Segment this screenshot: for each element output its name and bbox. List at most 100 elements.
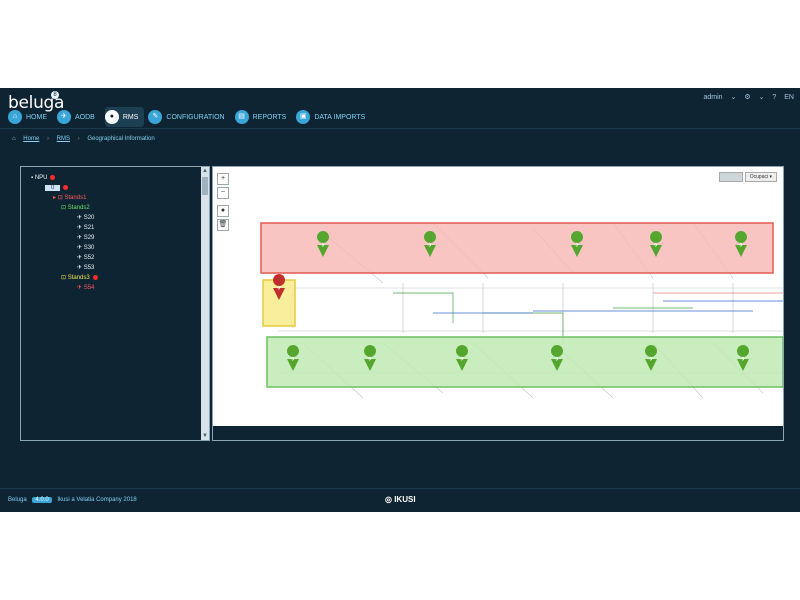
tree-leaf-stand[interactable]: ✈ S20 (31, 213, 98, 223)
tree-node-label: Stands2 (67, 205, 90, 211)
stands-group-icon: ⊡ (57, 195, 63, 201)
nav-label: HOME (26, 113, 47, 121)
import-icon: ▣ (296, 110, 311, 124)
tree-scrollbar[interactable]: ▲ ▼ (201, 167, 209, 440)
svg-text:✈: ✈ (648, 356, 653, 363)
tree-node-npu[interactable]: ▪ NPU (31, 173, 98, 183)
plane-icon: ✈ (77, 225, 83, 231)
ikusi-logo: ◎ IKUSI (385, 495, 416, 504)
help-icon[interactable]: ? (772, 94, 777, 101)
breadcrumb-home[interactable]: Home (23, 136, 40, 142)
breadcrumb-separator: › (46, 136, 49, 142)
application-window: beluga 8 admin ⌄ ⚙ ⌄ ? EN ⌂ HOME ✈ AODB … (0, 88, 800, 512)
stand-pin-icon[interactable]: ✈ (456, 345, 469, 371)
tree-node-stands3[interactable]: ⊡ Stands3 (31, 273, 98, 283)
plane-icon: ✈ (77, 235, 83, 241)
server-icon: ▪ (31, 175, 34, 181)
stand-pin-icon[interactable]: ✈ (424, 231, 437, 257)
chevron-down-icon[interactable]: ⌄ (758, 94, 765, 101)
nav-rms[interactable]: ● RMS (104, 107, 145, 127)
nav-reports[interactable]: ▤ REPORTS (234, 107, 293, 127)
expand-arrow-icon[interactable]: ▸ (53, 195, 57, 201)
nav-label: AODB (75, 113, 95, 121)
tree-node-label: S21 (83, 225, 95, 231)
chevron-down-icon[interactable]: ⌄ (730, 94, 737, 101)
stand-pin-icon[interactable]: ✈ (551, 345, 564, 371)
stand-pin-icon[interactable]: ✈ (364, 345, 377, 371)
svg-text:✈: ✈ (740, 356, 745, 363)
main-nav: ⌂ HOME ✈ AODB ● RMS ✎ CONFIGURATION ▤ RE… (8, 107, 371, 127)
zone-stands3[interactable] (262, 279, 296, 327)
layer-switcher: Ocupaci ▾ (718, 172, 777, 182)
report-icon: ▤ (234, 110, 249, 124)
version-badge: 4.0.0 (32, 497, 52, 503)
draw-point-button[interactable]: ● (217, 205, 229, 217)
map-bottom-bar (213, 426, 783, 440)
svg-text:✈: ✈ (290, 356, 295, 363)
stand-pin-icon[interactable]: ✈ (737, 345, 750, 371)
header-tools: admin ⌄ ⚙ ⌄ ? EN (697, 93, 794, 101)
zoom-in-button[interactable]: + (217, 173, 229, 185)
tree-node-label: S53 (83, 265, 95, 271)
stand-pin-icon[interactable]: ✈ (317, 231, 330, 257)
nav-label: REPORTS (252, 113, 287, 121)
zoom-out-button[interactable]: − (217, 187, 229, 199)
tree-node-label: NPU (34, 175, 48, 181)
scrollbar-thumb[interactable] (202, 177, 208, 195)
svg-text:✈: ✈ (459, 356, 464, 363)
tree-node-label: 0 (45, 185, 61, 191)
tree-leaf-stand[interactable]: ✈ S21 (31, 223, 98, 233)
tree-node-selected[interactable]: 0 (31, 183, 98, 193)
footer-company: Ikusi a Velatia Company 2018 (57, 497, 137, 503)
stand-pin-icon[interactable]: ✈ (735, 231, 748, 257)
tree-node-label: S20 (83, 215, 95, 221)
version-badge: 8 (51, 91, 59, 99)
tree-node-label: S54 (83, 285, 95, 291)
alarm-dot (63, 184, 69, 190)
breadcrumb-separator: › (77, 136, 80, 142)
footer-info: Beluga 4.0.0 Ikusi a Velatia Company 201… (8, 497, 137, 503)
layer-button[interactable] (718, 172, 743, 182)
nav-home[interactable]: ⌂ HOME (8, 107, 53, 127)
alarm-dot (92, 274, 98, 280)
nav-data-imports[interactable]: ▣ DATA IMPORTS (296, 107, 371, 127)
breadcrumb-current: Geographical Information (87, 136, 155, 142)
stand-pin-icon[interactable]: ✈ (571, 231, 584, 257)
plane-icon: ✈ (77, 285, 83, 291)
alarm-dot (50, 174, 56, 180)
stand-pin-icon[interactable]: ✈ (650, 231, 663, 257)
floor-plan-map[interactable]: ✈ ✈ ✈ ✈ ✈ ✈ ✈ ✈ ✈ ✈ ✈ ✈ (233, 183, 784, 428)
layer-select[interactable]: Ocupaci ▾ (744, 172, 777, 182)
delete-button[interactable]: 🗑 (217, 219, 229, 231)
header-divider (0, 128, 800, 129)
tree-leaf-stand[interactable]: ✈ S54 (31, 283, 98, 293)
resource-tree-panel: ▪ NPU 0 ▸ ⊡ Stands1 ⊡ Stands2 ✈ S20 ✈ S2… (20, 166, 210, 441)
tree-leaf-stand[interactable]: ✈ S53 (31, 263, 98, 273)
nav-aodb[interactable]: ✈ AODB (57, 107, 101, 127)
zone-stands2[interactable] (266, 336, 783, 388)
stand-pin-icon[interactable]: ✈ (287, 345, 300, 371)
tree-leaf-stand[interactable]: ✈ S29 (31, 233, 98, 243)
tree-leaf-stand[interactable]: ✈ S30 (31, 243, 98, 253)
map-panel[interactable]: + − ● 🗑 Ocupaci ▾ (212, 166, 784, 441)
stand-pin-icon[interactable]: ✈ (645, 345, 658, 371)
tree-node-stands1[interactable]: ▸ ⊡ Stands1 (31, 193, 98, 203)
beluga-logo[interactable]: beluga (8, 93, 65, 113)
home-icon: ⌂ (8, 110, 22, 124)
svg-text:✈: ✈ (653, 242, 658, 249)
tree-node-label: S52 (83, 255, 95, 261)
nav-configuration[interactable]: ✎ CONFIGURATION (148, 107, 230, 127)
scroll-up-icon[interactable]: ▲ (202, 168, 208, 174)
user-menu[interactable]: admin (703, 94, 723, 101)
svg-text:✈: ✈ (320, 242, 325, 249)
stand-alarm-pin-icon[interactable]: ✈ (273, 274, 286, 300)
breadcrumb-rms[interactable]: RMS (56, 136, 70, 142)
tree-leaf-stand[interactable]: ✈ S52 (31, 253, 98, 263)
scroll-down-icon[interactable]: ▼ (202, 433, 208, 439)
language-selector[interactable]: EN (784, 94, 794, 101)
footer-app-name: Beluga (8, 497, 27, 503)
tree-node-stands2[interactable]: ⊡ Stands2 (31, 203, 98, 213)
settings-icon[interactable]: ⚙ (744, 94, 751, 101)
home-icon: ⌂ (12, 136, 16, 142)
zone-stands1[interactable] (260, 222, 774, 274)
